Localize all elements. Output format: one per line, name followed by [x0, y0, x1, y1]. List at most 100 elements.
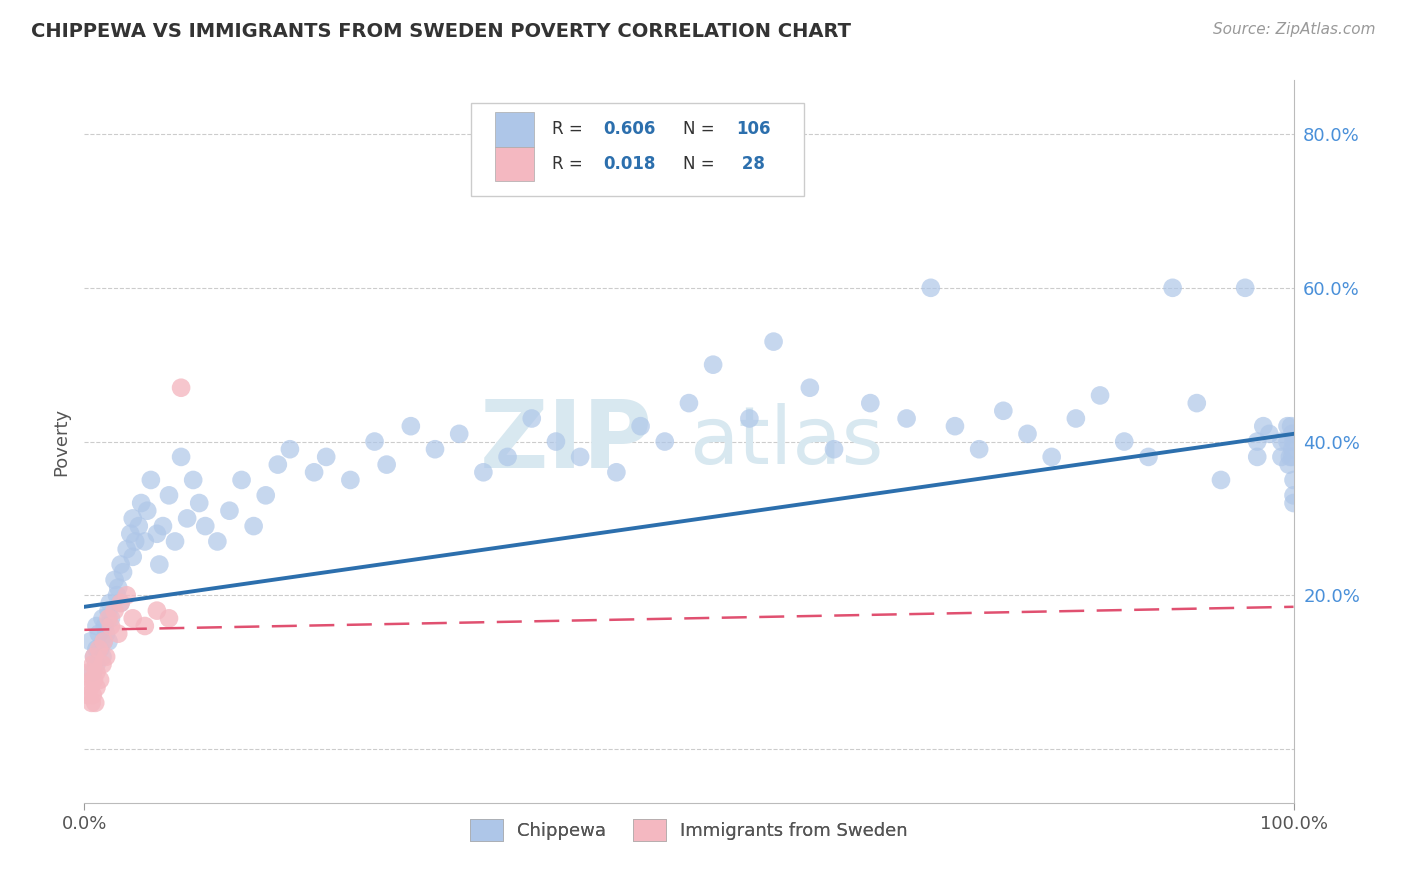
Point: [399, 419, 422, 434]
Point: [80, 696, 103, 710]
Point: [1253, 419, 1275, 434]
Point: [107, 626, 129, 640]
Point: [176, 511, 198, 525]
Point: [121, 549, 143, 564]
Point: [194, 519, 217, 533]
Point: [97, 611, 120, 625]
Point: [139, 473, 162, 487]
Point: [1282, 488, 1305, 502]
Point: [188, 496, 211, 510]
Point: [89, 673, 111, 687]
FancyBboxPatch shape: [471, 103, 804, 196]
Point: [91, 657, 114, 672]
Point: [115, 588, 138, 602]
Point: [1246, 450, 1268, 464]
Point: [93, 634, 115, 648]
Point: [799, 381, 821, 395]
Point: [993, 404, 1015, 418]
Point: [100, 611, 122, 625]
Point: [86, 657, 108, 672]
Point: [1277, 434, 1299, 449]
Point: [449, 426, 471, 441]
Point: [77, 665, 100, 680]
Point: [82, 657, 104, 672]
Point: [569, 450, 592, 464]
FancyBboxPatch shape: [495, 147, 534, 181]
Y-axis label: Poverty: Poverty: [52, 408, 70, 475]
Point: [91, 649, 114, 664]
Point: [112, 565, 135, 579]
Point: [97, 604, 120, 618]
Point: [148, 558, 170, 572]
Point: [1209, 473, 1232, 487]
Point: [1281, 450, 1303, 464]
Text: atlas: atlas: [689, 402, 883, 481]
Text: N =: N =: [683, 155, 720, 173]
Text: CHIPPEWA VS IMMIGRANTS FROM SWEDEN POVERTY CORRELATION CHART: CHIPPEWA VS IMMIGRANTS FROM SWEDEN POVER…: [31, 22, 851, 41]
Point: [1277, 419, 1299, 434]
Point: [1017, 426, 1039, 441]
Point: [762, 334, 785, 349]
Point: [1282, 434, 1305, 449]
Point: [86, 619, 108, 633]
Legend: Chippewa, Immigrants from Sweden: Chippewa, Immigrants from Sweden: [463, 812, 915, 848]
Point: [86, 665, 108, 680]
Point: [242, 519, 264, 533]
Text: R =: R =: [553, 155, 588, 173]
Point: [339, 473, 361, 487]
Point: [302, 465, 325, 479]
Point: [654, 434, 676, 449]
Point: [278, 442, 301, 457]
Point: [1161, 281, 1184, 295]
Point: [82, 688, 104, 702]
Point: [363, 434, 385, 449]
Point: [80, 673, 103, 687]
Point: [1185, 396, 1208, 410]
Point: [1278, 458, 1301, 472]
Point: [134, 619, 156, 633]
Point: [120, 526, 142, 541]
Point: [94, 626, 117, 640]
Point: [104, 604, 127, 618]
Point: [375, 458, 398, 472]
Point: [1088, 388, 1111, 402]
Point: [544, 434, 567, 449]
Point: [181, 473, 204, 487]
Point: [84, 696, 107, 710]
Point: [630, 419, 652, 434]
Point: [218, 504, 240, 518]
Point: [94, 619, 117, 633]
Point: [1270, 450, 1292, 464]
Point: [98, 596, 121, 610]
Text: ZIP: ZIP: [479, 395, 652, 488]
Point: [605, 465, 627, 479]
Point: [89, 642, 111, 657]
Point: [79, 681, 101, 695]
Point: [520, 411, 543, 425]
Point: [83, 673, 105, 687]
Point: [121, 611, 143, 625]
FancyBboxPatch shape: [495, 112, 534, 147]
Point: [1279, 419, 1302, 434]
Point: [165, 534, 187, 549]
Point: [110, 596, 132, 610]
Point: [170, 381, 193, 395]
Point: [87, 626, 110, 640]
Point: [1281, 442, 1303, 457]
Point: [702, 358, 724, 372]
Point: [859, 396, 882, 410]
Point: [146, 604, 169, 618]
Point: [1234, 281, 1257, 295]
Point: [129, 496, 152, 510]
Point: [1270, 434, 1292, 449]
Point: [1246, 434, 1268, 449]
Text: Source: ZipAtlas.com: Source: ZipAtlas.com: [1212, 22, 1375, 37]
Point: [1282, 496, 1305, 510]
Point: [254, 488, 277, 502]
Point: [315, 450, 337, 464]
Point: [1064, 411, 1087, 425]
Point: [83, 649, 105, 664]
Point: [1114, 434, 1136, 449]
Point: [86, 642, 108, 657]
Text: 28: 28: [737, 155, 765, 173]
